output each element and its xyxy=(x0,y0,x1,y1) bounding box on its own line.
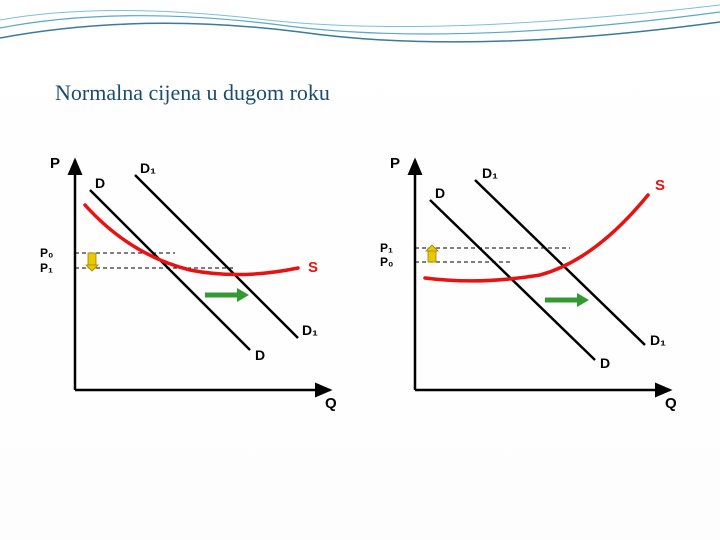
page-title: Normalna cijena u dugom roku xyxy=(55,80,330,106)
svg-text:P₀: P₀ xyxy=(40,246,53,260)
svg-text:P₁: P₁ xyxy=(380,241,393,255)
charts-container: PQP₀P₁DDD₁D₁S PQP₁P₀DDD₁D₁S xyxy=(30,140,690,420)
svg-text:D: D xyxy=(95,175,105,191)
svg-text:P₁: P₁ xyxy=(40,261,53,275)
svg-text:P: P xyxy=(50,155,60,172)
svg-text:D₁: D₁ xyxy=(482,165,498,181)
svg-text:D₁: D₁ xyxy=(140,160,156,176)
svg-text:Q: Q xyxy=(665,395,677,412)
wave-decoration xyxy=(0,0,720,80)
svg-text:S: S xyxy=(655,177,665,194)
chart-left: P Q P₀P₁ D D D₁ D₁ S xyxy=(30,140,350,420)
svg-text:Q: Q xyxy=(325,395,337,412)
svg-text:D: D xyxy=(435,185,445,201)
svg-text:D₁: D₁ xyxy=(302,322,318,338)
svg-text:D: D xyxy=(255,347,265,363)
svg-text:D₁: D₁ xyxy=(650,332,666,348)
chart-right: P Q P₁P₀ D D D₁ D₁ S xyxy=(370,140,690,420)
svg-text:D: D xyxy=(600,355,610,371)
svg-text:P: P xyxy=(390,155,400,172)
svg-text:P₀: P₀ xyxy=(380,255,393,269)
svg-text:S: S xyxy=(308,259,318,276)
